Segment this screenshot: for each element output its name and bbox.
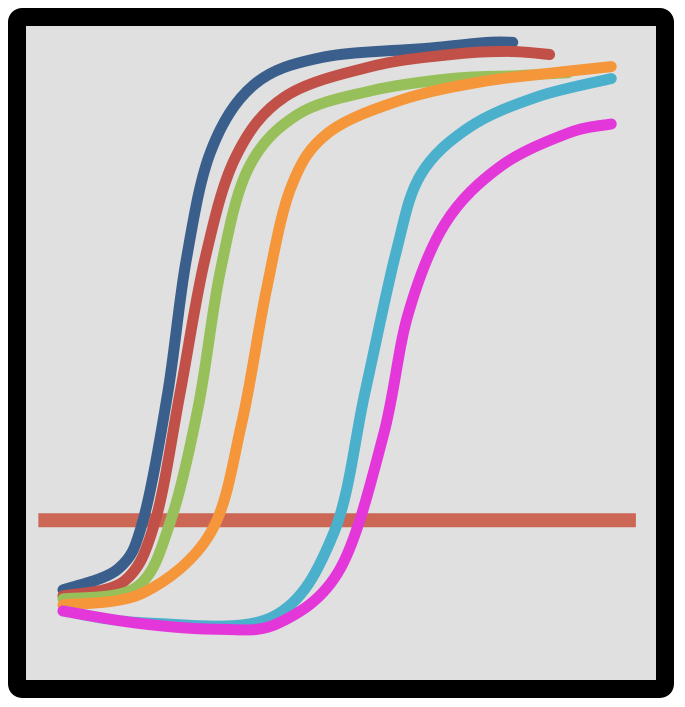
- series-line-2: [57, 45, 556, 602]
- sigmoid-curves-chart: [38, 36, 636, 636]
- series-line-6: [57, 118, 617, 636]
- series-layer: [57, 36, 617, 636]
- series-line-1: [57, 36, 519, 596]
- series-line-4: [57, 61, 617, 611]
- chart-frame: [8, 8, 674, 698]
- series-line-3: [57, 67, 574, 605]
